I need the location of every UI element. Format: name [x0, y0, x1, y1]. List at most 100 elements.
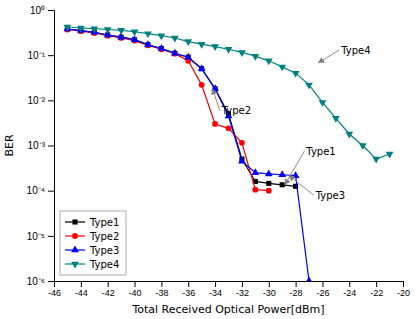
annotation-text: Type3 — [315, 190, 345, 201]
annotation-text: Type1 — [305, 146, 335, 157]
y-tick: 10⁻² — [28, 95, 54, 106]
series-marker — [238, 157, 246, 164]
y-tick-label: 10⁻³ — [28, 140, 46, 151]
x-tick-label: -28 — [290, 288, 303, 298]
series-marker — [265, 59, 273, 66]
series-marker — [266, 188, 272, 194]
x-tick-mark — [215, 281, 216, 287]
y-tick-mark — [48, 146, 54, 147]
x-axis-title: Total Received Optical Power[dBm] — [131, 303, 324, 316]
series-marker — [198, 42, 206, 49]
series-marker — [144, 31, 152, 38]
annotation-text: Type4 — [340, 45, 370, 56]
x-tick: -26 — [316, 281, 329, 298]
series-marker — [144, 40, 152, 47]
x-tick-label: -22 — [370, 288, 383, 298]
series-marker — [226, 125, 232, 131]
series-marker — [184, 53, 192, 60]
legend-label: Type2 — [89, 231, 119, 242]
annotations: Type4Type2Type1Type3 — [212, 45, 370, 201]
x-tick: -36 — [182, 281, 195, 298]
x-tick-mark — [349, 281, 350, 287]
y-tick-mark — [48, 100, 54, 101]
annotation-arrow — [289, 176, 314, 195]
plot: -46-44-42-40-38-36-34-32-30-28-26-24-22-… — [27, 5, 410, 299]
y-tick: 10⁻⁴ — [27, 185, 54, 196]
legend-label: Type3 — [89, 245, 119, 256]
x-tick: -20 — [397, 281, 410, 298]
y-tick-mark — [48, 236, 54, 237]
series-marker — [292, 171, 300, 178]
series-marker — [265, 169, 273, 176]
x-tick-label: -26 — [316, 288, 329, 298]
y-axis: 10⁻⁶10⁻⁵10⁻⁴10⁻³10⁻²10⁻¹10⁰ — [27, 5, 55, 287]
series-marker — [278, 65, 286, 72]
legend-entry: Type1 — [65, 217, 119, 228]
series-marker — [77, 26, 85, 33]
x-tick-label: -30 — [263, 288, 276, 298]
x-tick: -40 — [129, 281, 142, 298]
x-tick-mark — [161, 281, 162, 287]
series-marker — [184, 39, 192, 46]
x-axis: -46-44-42-40-38-36-34-32-30-28-26-24-22-… — [48, 281, 410, 298]
x-tick-mark — [242, 281, 243, 287]
series-marker — [238, 50, 246, 57]
series-marker — [239, 140, 245, 146]
y-tick-mark — [48, 281, 54, 282]
series-marker — [280, 182, 285, 187]
x-tick-label: -46 — [48, 288, 61, 298]
series-marker — [305, 277, 313, 281]
series-marker — [359, 143, 367, 150]
series-marker — [117, 28, 125, 35]
series-marker — [292, 71, 300, 78]
series-marker — [198, 64, 206, 71]
x-tick: -38 — [155, 281, 168, 298]
x-tick-mark — [81, 281, 82, 287]
series-marker — [199, 82, 205, 88]
y-tick-label: 10⁻¹ — [28, 50, 46, 61]
y-tick-label: 10⁻⁴ — [27, 185, 45, 196]
series-marker — [171, 49, 179, 56]
x-tick-label: -44 — [75, 288, 88, 298]
legend-swatch-marker — [71, 262, 79, 269]
series-marker — [77, 26, 85, 33]
series-line — [67, 27, 389, 159]
x-tick-label: -24 — [343, 288, 356, 298]
legend-label: Type1 — [89, 217, 119, 228]
series-marker — [386, 152, 394, 159]
x-tick: -44 — [75, 281, 88, 298]
y-tick-label: 10⁻⁶ — [27, 276, 45, 287]
series-marker — [225, 47, 233, 54]
series-marker — [90, 26, 98, 33]
series-marker — [64, 25, 72, 32]
y-tick-mark — [48, 10, 54, 11]
x-tick-label: -36 — [182, 288, 195, 298]
x-tick-label: -40 — [129, 288, 142, 298]
x-tick: -28 — [290, 281, 303, 298]
series-line — [67, 29, 295, 186]
legend-box — [60, 211, 126, 275]
series-marker — [211, 44, 219, 51]
x-tick: -22 — [370, 281, 383, 298]
x-tick-label: -38 — [155, 288, 168, 298]
x-tick-mark — [188, 281, 189, 287]
series-marker — [251, 168, 259, 175]
x-tick-mark — [322, 281, 323, 287]
x-tick-label: -42 — [102, 288, 115, 298]
x-tick-mark — [376, 281, 377, 287]
series-marker — [252, 187, 258, 193]
series-marker — [319, 100, 327, 107]
series-marker — [131, 35, 139, 42]
annotation-arrow — [318, 50, 339, 63]
x-tick-mark — [296, 281, 297, 287]
series-marker — [158, 44, 166, 51]
x-tick-label: -20 — [397, 288, 410, 298]
series-marker — [251, 54, 259, 61]
x-tick: -34 — [209, 281, 222, 298]
series-marker — [212, 121, 218, 127]
legend: Type1Type2Type3Type4 — [60, 211, 126, 275]
y-tick: 10⁻⁶ — [27, 276, 54, 287]
y-tick-label: 10⁰ — [30, 5, 45, 16]
legend-entry: Type3 — [65, 245, 119, 256]
x-tick: -46 — [48, 281, 61, 298]
